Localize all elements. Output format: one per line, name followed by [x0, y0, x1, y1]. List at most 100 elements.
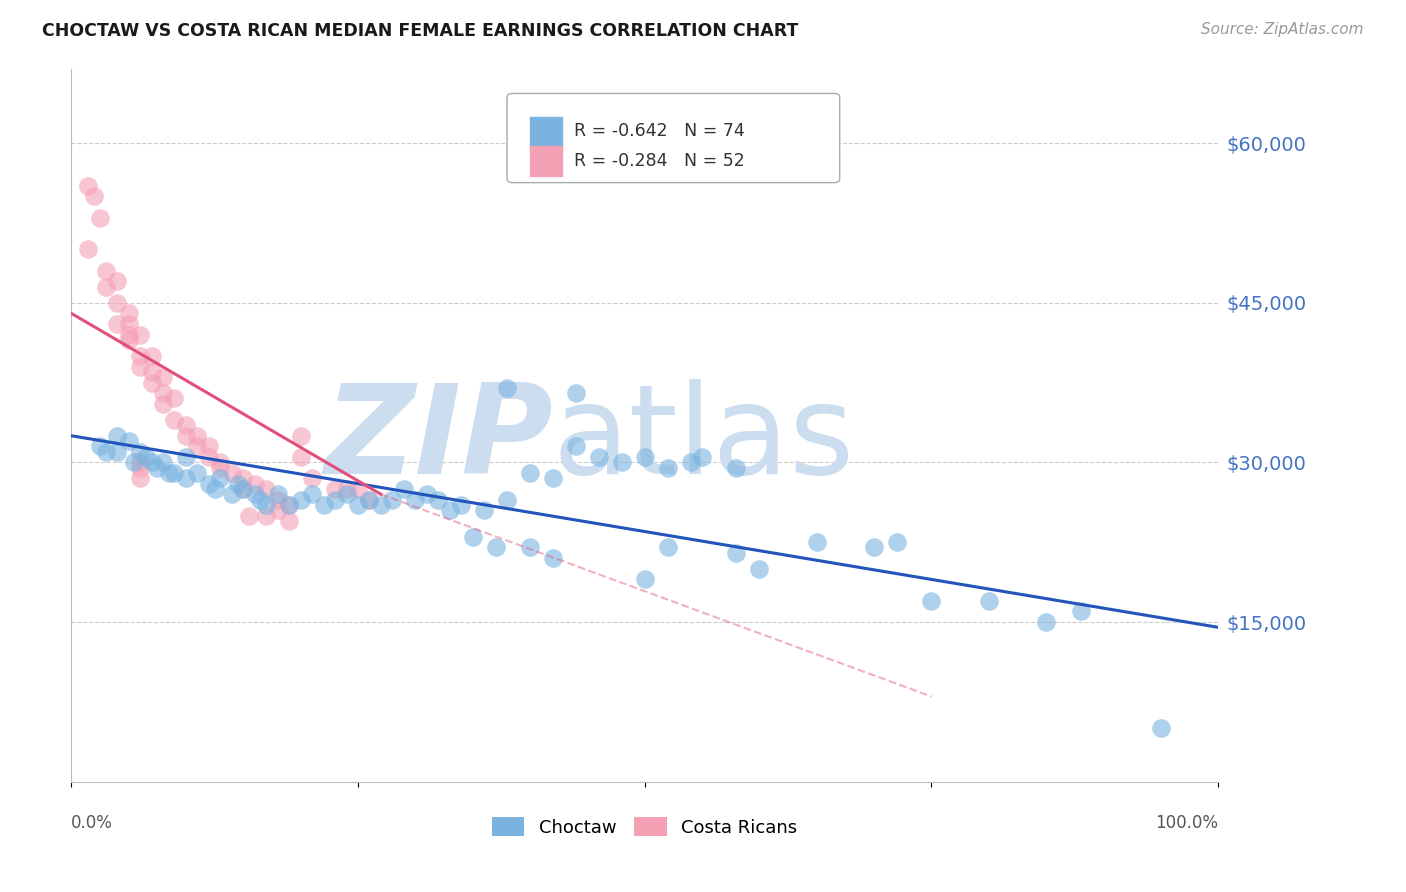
Point	[141, 365, 163, 379]
Point	[565, 439, 588, 453]
Point	[152, 397, 174, 411]
FancyBboxPatch shape	[508, 94, 839, 183]
Point	[267, 503, 290, 517]
Point	[427, 492, 450, 507]
Point	[278, 498, 301, 512]
Point	[725, 460, 748, 475]
Point	[186, 428, 208, 442]
Point	[657, 460, 679, 475]
Point	[1035, 615, 1057, 629]
Point	[416, 487, 439, 501]
Point	[806, 535, 828, 549]
Point	[89, 439, 111, 453]
Point	[198, 439, 221, 453]
Point	[347, 482, 370, 496]
Point	[519, 466, 541, 480]
Point	[323, 492, 346, 507]
Point	[439, 503, 461, 517]
Point	[152, 455, 174, 469]
Point	[117, 333, 139, 347]
Point	[129, 359, 152, 374]
Point	[977, 593, 1000, 607]
Point	[174, 471, 197, 485]
Point	[204, 482, 226, 496]
Point	[94, 444, 117, 458]
Point	[267, 487, 290, 501]
Point	[209, 471, 232, 485]
Text: R = -0.642   N = 74: R = -0.642 N = 74	[574, 122, 744, 141]
Point	[129, 460, 152, 475]
Point	[381, 492, 404, 507]
Point	[232, 482, 254, 496]
Point	[174, 450, 197, 464]
Point	[301, 487, 323, 501]
Point	[748, 562, 770, 576]
Point	[254, 498, 277, 512]
Point	[198, 476, 221, 491]
Point	[496, 381, 519, 395]
Point	[209, 460, 232, 475]
Point	[301, 471, 323, 485]
Point	[83, 189, 105, 203]
Point	[290, 428, 312, 442]
Point	[588, 450, 610, 464]
Point	[129, 455, 152, 469]
Point	[863, 541, 886, 555]
Point	[679, 455, 702, 469]
Point	[163, 466, 186, 480]
Point	[157, 466, 180, 480]
Point	[610, 455, 633, 469]
Point	[94, 264, 117, 278]
Point	[335, 482, 357, 496]
Point	[135, 450, 157, 464]
Point	[290, 450, 312, 464]
Point	[124, 455, 146, 469]
Point	[335, 487, 357, 501]
Text: 100.0%: 100.0%	[1156, 814, 1218, 832]
Point	[347, 498, 370, 512]
Point	[105, 444, 128, 458]
Point	[484, 541, 506, 555]
Point	[461, 530, 484, 544]
Point	[392, 482, 415, 496]
Point	[174, 418, 197, 433]
Text: ZIP: ZIP	[325, 379, 553, 500]
Text: Source: ZipAtlas.com: Source: ZipAtlas.com	[1201, 22, 1364, 37]
Point	[370, 498, 392, 512]
Point	[243, 476, 266, 491]
Point	[198, 450, 221, 464]
Point	[129, 444, 152, 458]
Point	[254, 482, 277, 496]
Bar	[530, 117, 562, 146]
Point	[404, 492, 426, 507]
Point	[152, 370, 174, 384]
Point	[238, 508, 260, 523]
Point	[117, 317, 139, 331]
Point	[186, 466, 208, 480]
Point	[105, 295, 128, 310]
Point	[496, 492, 519, 507]
Point	[254, 508, 277, 523]
Point	[221, 466, 243, 480]
Point	[657, 541, 679, 555]
Point	[77, 243, 100, 257]
Point	[312, 498, 335, 512]
Point	[141, 455, 163, 469]
Point	[186, 439, 208, 453]
Point	[359, 492, 381, 507]
Point	[129, 349, 152, 363]
Point	[519, 541, 541, 555]
Point	[146, 460, 169, 475]
Point	[541, 471, 564, 485]
Point	[163, 392, 186, 406]
Point	[243, 487, 266, 501]
Point	[163, 413, 186, 427]
Point	[541, 551, 564, 566]
Point	[89, 211, 111, 225]
Point	[105, 274, 128, 288]
Point	[359, 492, 381, 507]
Point	[249, 492, 271, 507]
Text: CHOCTAW VS COSTA RICAN MEDIAN FEMALE EARNINGS CORRELATION CHART: CHOCTAW VS COSTA RICAN MEDIAN FEMALE EAR…	[42, 22, 799, 40]
Point	[565, 386, 588, 401]
Point	[920, 593, 942, 607]
